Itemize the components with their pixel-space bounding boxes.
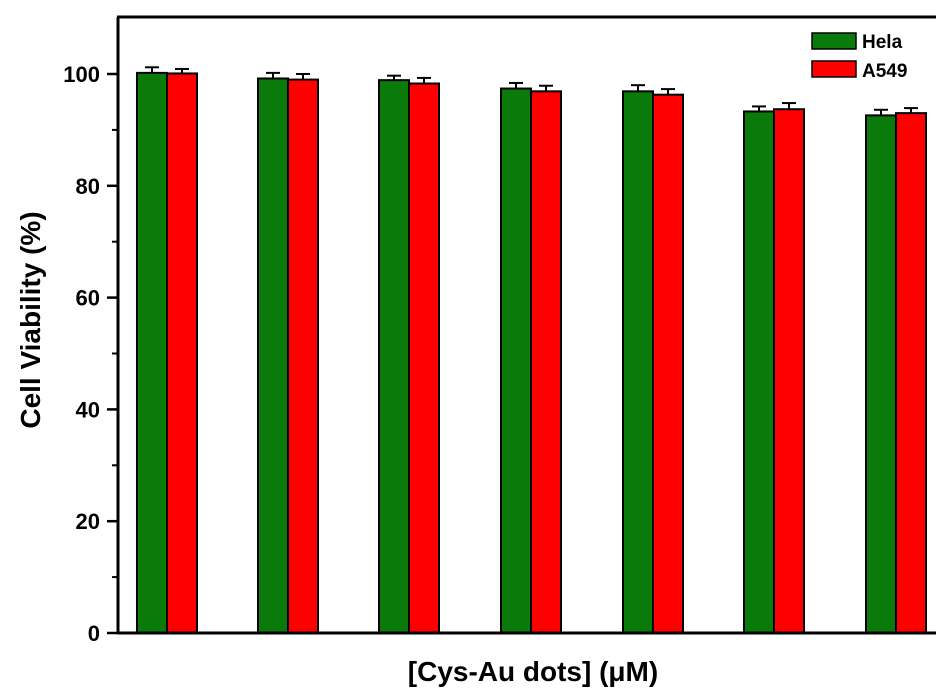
error-bar-a549-1 xyxy=(175,67,189,74)
bar-a549-7 xyxy=(895,112,927,634)
bar-hela-2 xyxy=(257,77,289,635)
error-bar-a549-3 xyxy=(417,76,431,84)
y-tick-label-80: 80 xyxy=(76,174,100,199)
error-bar-a549-2 xyxy=(296,73,310,80)
error-bar-hela-7 xyxy=(874,108,888,116)
error-bar-hela-2 xyxy=(266,71,280,79)
bar-a549-4 xyxy=(530,90,562,635)
legend-swatch-a549 xyxy=(811,60,857,78)
error-bar-hela-5 xyxy=(631,84,645,92)
error-bars-layer xyxy=(145,66,918,116)
legend: Hela A549 xyxy=(811,32,907,82)
bar-a549-1 xyxy=(166,72,198,635)
error-bar-hela-6 xyxy=(752,105,766,112)
bar-hela-3 xyxy=(378,79,410,635)
bar-a549-2 xyxy=(287,78,319,634)
legend-label-hela: Hela xyxy=(862,32,903,53)
bars-layer xyxy=(136,71,927,635)
y-tick-label-60: 60 xyxy=(76,286,100,311)
error-bar-hela-3 xyxy=(387,74,401,81)
bar-hela-6 xyxy=(743,110,775,634)
error-bar-a549-4 xyxy=(539,84,553,92)
legend-label-a549: A549 xyxy=(862,61,907,82)
bar-hela-7 xyxy=(865,114,897,634)
bar-hela-4 xyxy=(500,87,532,634)
y-tick-label-100: 100 xyxy=(63,62,100,87)
bar-a549-5 xyxy=(652,93,684,635)
bar-a549-6 xyxy=(773,108,805,635)
bar-a549-3 xyxy=(408,82,440,635)
bar-hela-1 xyxy=(136,71,168,634)
x-axis-title: [Cys-Au dots] (μM) xyxy=(408,656,658,687)
error-bar-a549-5 xyxy=(661,88,675,95)
legend-swatch-hela xyxy=(811,32,857,50)
error-bar-hela-1 xyxy=(145,66,159,73)
error-bar-a549-7 xyxy=(904,107,918,114)
y-tick-label-20: 20 xyxy=(76,509,100,534)
bar-hela-5 xyxy=(622,90,654,635)
y-tick-label-40: 40 xyxy=(76,397,100,422)
error-bar-hela-4 xyxy=(509,81,523,89)
y-axis-title: Cell Viability (%) xyxy=(15,211,46,428)
y-ticks-layer: 0 20 40 60 80 100 xyxy=(63,62,118,646)
y-tick-label-0: 0 xyxy=(88,621,100,646)
error-bar-a549-6 xyxy=(782,102,796,110)
